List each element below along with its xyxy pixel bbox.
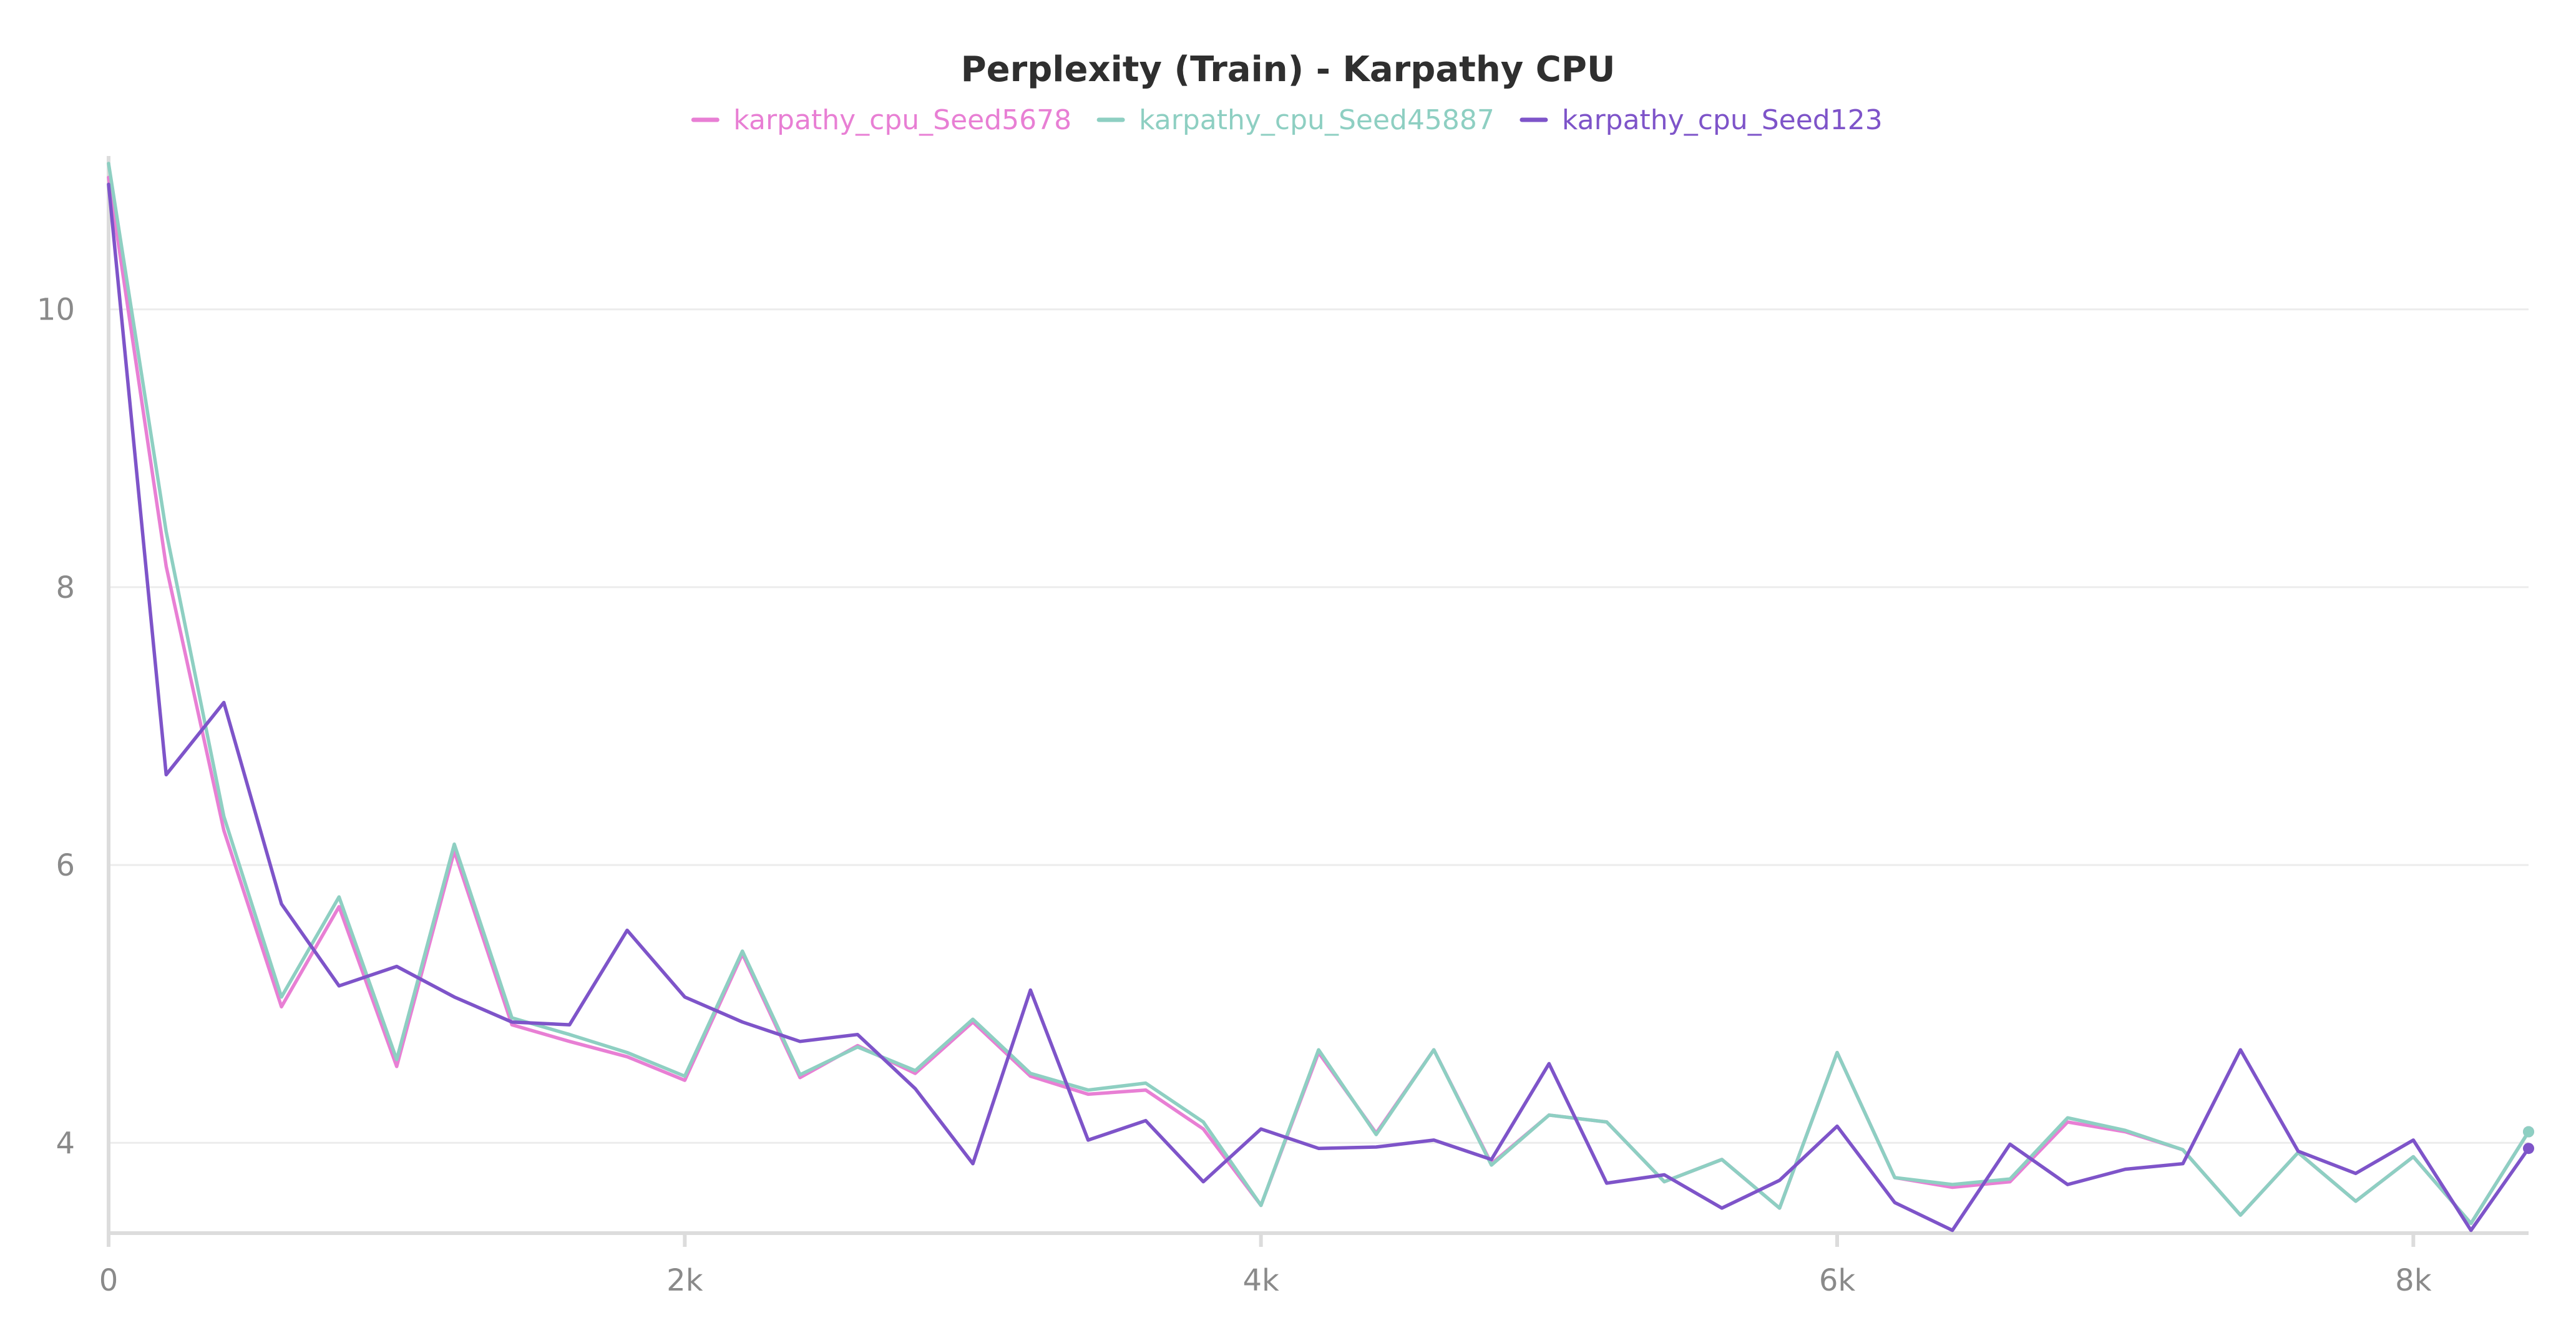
- plot-area: [107, 162, 2534, 1233]
- legend-label-0: karpathy_cpu_Seed5678: [733, 104, 1071, 136]
- x-tick-label-4: 8k: [2395, 1263, 2432, 1298]
- series-endpoint-karpathy_cpu_Seed45887: [2523, 1126, 2534, 1138]
- series-endpoint-karpathy_cpu_Seed123: [2523, 1143, 2534, 1155]
- series-line-karpathy_cpu_Seed5678: [107, 175, 2530, 1226]
- y-tick-label-0: 4: [56, 1126, 75, 1161]
- x-tick-label-2: 4k: [1242, 1263, 1279, 1298]
- gridlines: [109, 308, 2529, 1144]
- x-tick-label-3: 6k: [1819, 1263, 1856, 1298]
- legend-label-2: karpathy_cpu_Seed123: [1562, 104, 1883, 136]
- y-tick-label-3: 10: [37, 293, 75, 328]
- series-line-karpathy_cpu_Seed45887: [107, 162, 2530, 1226]
- x-tick-label-1: 2k: [666, 1263, 703, 1298]
- legend-item-0[interactable]: karpathy_cpu_Seed5678: [691, 104, 1071, 136]
- legend: karpathy_cpu_Seed5678 karpathy_cpu_Seed45…: [691, 104, 1883, 136]
- series-line-karpathy_cpu_Seed123: [107, 182, 2530, 1233]
- legend-item-1[interactable]: karpathy_cpu_Seed45887: [1096, 104, 1495, 136]
- legend-item-2[interactable]: karpathy_cpu_Seed123: [1520, 104, 1883, 136]
- legend-label-1: karpathy_cpu_Seed45887: [1139, 104, 1495, 136]
- y-axis: 4 6 8 10: [37, 156, 110, 1233]
- x-axis: 0 2k 4k 6k 8k: [99, 1231, 2529, 1298]
- y-tick-label-2: 8: [56, 570, 75, 605]
- y-tick-label-1: 6: [56, 848, 75, 883]
- chart-title: Perplexity (Train) - Karpathy CPU: [961, 49, 1616, 90]
- x-tick-label-0: 0: [99, 1263, 119, 1298]
